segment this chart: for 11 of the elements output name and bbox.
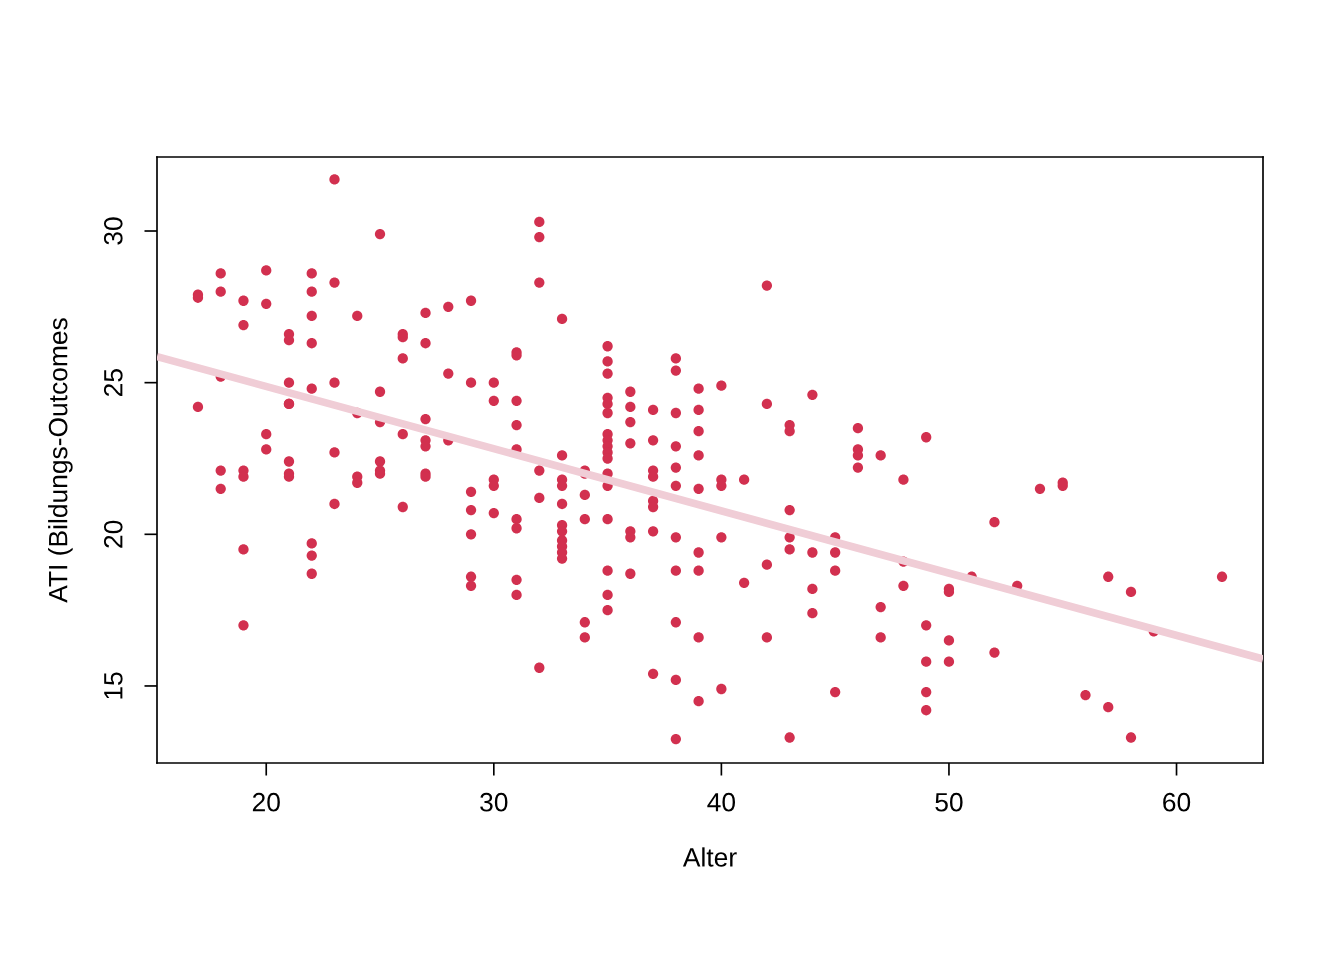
x-tick-label: 50	[935, 792, 963, 812]
x-tick-label: 20	[252, 792, 280, 812]
x-tick-label: 60	[1163, 792, 1191, 812]
x-tick-label: 40	[707, 792, 736, 812]
y-tick-label: 25	[103, 369, 123, 396]
y-tick-label: 20	[103, 520, 123, 548]
y-tick-label: 15	[104, 672, 123, 699]
x-axis-title: Alter	[682, 847, 737, 867]
y-axis-title: ATI (Bildungs-Outcomes	[48, 318, 73, 603]
x-tick-label: 30	[480, 792, 508, 812]
y-tick-label: 30	[103, 217, 123, 245]
